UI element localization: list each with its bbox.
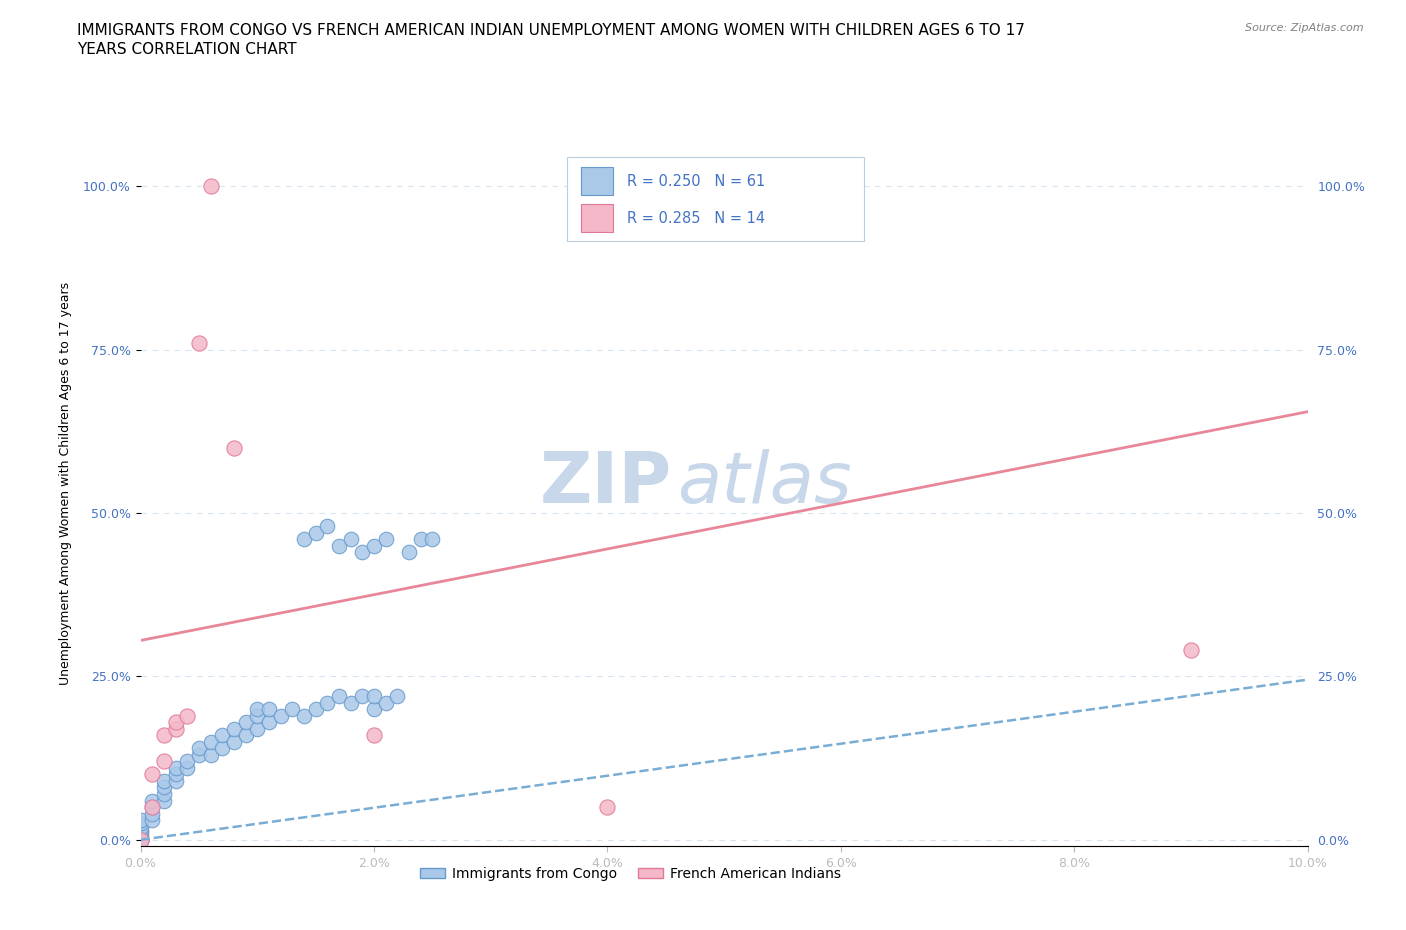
Point: [235, 714, 257, 729]
Point: [129, 832, 152, 847]
Point: [316, 519, 339, 534]
Legend: Immigrants from Congo, French American Indians: Immigrants from Congo, French American I…: [415, 861, 846, 886]
Point: [328, 538, 350, 553]
Point: [270, 708, 292, 723]
Point: [211, 741, 233, 756]
Point: [363, 728, 385, 743]
Point: [200, 179, 222, 193]
Point: [153, 780, 176, 795]
Text: IMMIGRANTS FROM CONGO VS FRENCH AMERICAN INDIAN UNEMPLOYMENT AMONG WOMEN WITH CH: IMMIGRANTS FROM CONGO VS FRENCH AMERICAN…: [77, 23, 1025, 38]
Point: [129, 832, 152, 847]
Point: [200, 735, 222, 750]
Point: [153, 787, 176, 802]
Point: [129, 826, 152, 841]
Point: [316, 695, 339, 710]
Point: [153, 754, 176, 769]
Point: [305, 525, 328, 540]
Point: [422, 532, 444, 547]
Point: [328, 688, 350, 703]
Y-axis label: Unemployment Among Women with Children Ages 6 to 17 years: Unemployment Among Women with Children A…: [59, 282, 72, 685]
Point: [188, 336, 211, 351]
Point: [292, 532, 315, 547]
Point: [387, 688, 409, 703]
Text: atlas: atlas: [678, 449, 852, 518]
Point: [596, 800, 619, 815]
Point: [165, 774, 187, 789]
Point: [129, 819, 152, 834]
Point: [129, 822, 152, 837]
Text: YEARS CORRELATION CHART: YEARS CORRELATION CHART: [77, 42, 297, 57]
Point: [305, 701, 328, 716]
Point: [246, 722, 269, 737]
Point: [153, 774, 176, 789]
Bar: [581, 205, 613, 232]
Point: [129, 813, 152, 828]
Point: [176, 708, 198, 723]
Point: [363, 701, 385, 716]
Point: [374, 532, 396, 547]
Text: R = 0.250   N = 61: R = 0.250 N = 61: [627, 174, 765, 189]
Point: [246, 701, 269, 716]
Point: [339, 695, 361, 710]
Point: [281, 701, 304, 716]
Point: [363, 688, 385, 703]
Point: [153, 793, 176, 808]
Point: [129, 816, 152, 830]
Point: [165, 714, 187, 729]
Point: [165, 761, 187, 776]
Point: [129, 832, 152, 847]
Point: [222, 735, 245, 750]
Point: [292, 708, 315, 723]
Point: [141, 800, 163, 815]
Text: R = 0.285   N = 14: R = 0.285 N = 14: [627, 210, 765, 226]
Point: [129, 829, 152, 844]
Point: [257, 701, 280, 716]
Bar: [581, 167, 613, 195]
Point: [141, 813, 163, 828]
Bar: [567, 157, 865, 241]
Point: [235, 728, 257, 743]
Point: [188, 748, 211, 763]
Point: [153, 728, 176, 743]
Point: [200, 748, 222, 763]
Point: [141, 793, 163, 808]
Point: [363, 538, 385, 553]
Point: [141, 806, 163, 821]
Point: [188, 741, 211, 756]
Point: [165, 722, 187, 737]
Point: [211, 728, 233, 743]
Point: [1180, 643, 1202, 658]
Point: [257, 714, 280, 729]
Text: ZIP: ZIP: [540, 449, 672, 518]
Point: [222, 440, 245, 455]
Point: [129, 832, 152, 847]
Point: [141, 767, 163, 782]
Point: [165, 767, 187, 782]
Point: [374, 695, 396, 710]
Point: [409, 532, 432, 547]
Point: [352, 688, 374, 703]
Point: [398, 545, 420, 560]
Point: [246, 708, 269, 723]
Point: [339, 532, 361, 547]
Point: [129, 832, 152, 847]
Point: [176, 761, 198, 776]
Point: [222, 722, 245, 737]
Point: [141, 800, 163, 815]
Point: [176, 754, 198, 769]
Text: Source: ZipAtlas.com: Source: ZipAtlas.com: [1246, 23, 1364, 33]
Point: [352, 545, 374, 560]
